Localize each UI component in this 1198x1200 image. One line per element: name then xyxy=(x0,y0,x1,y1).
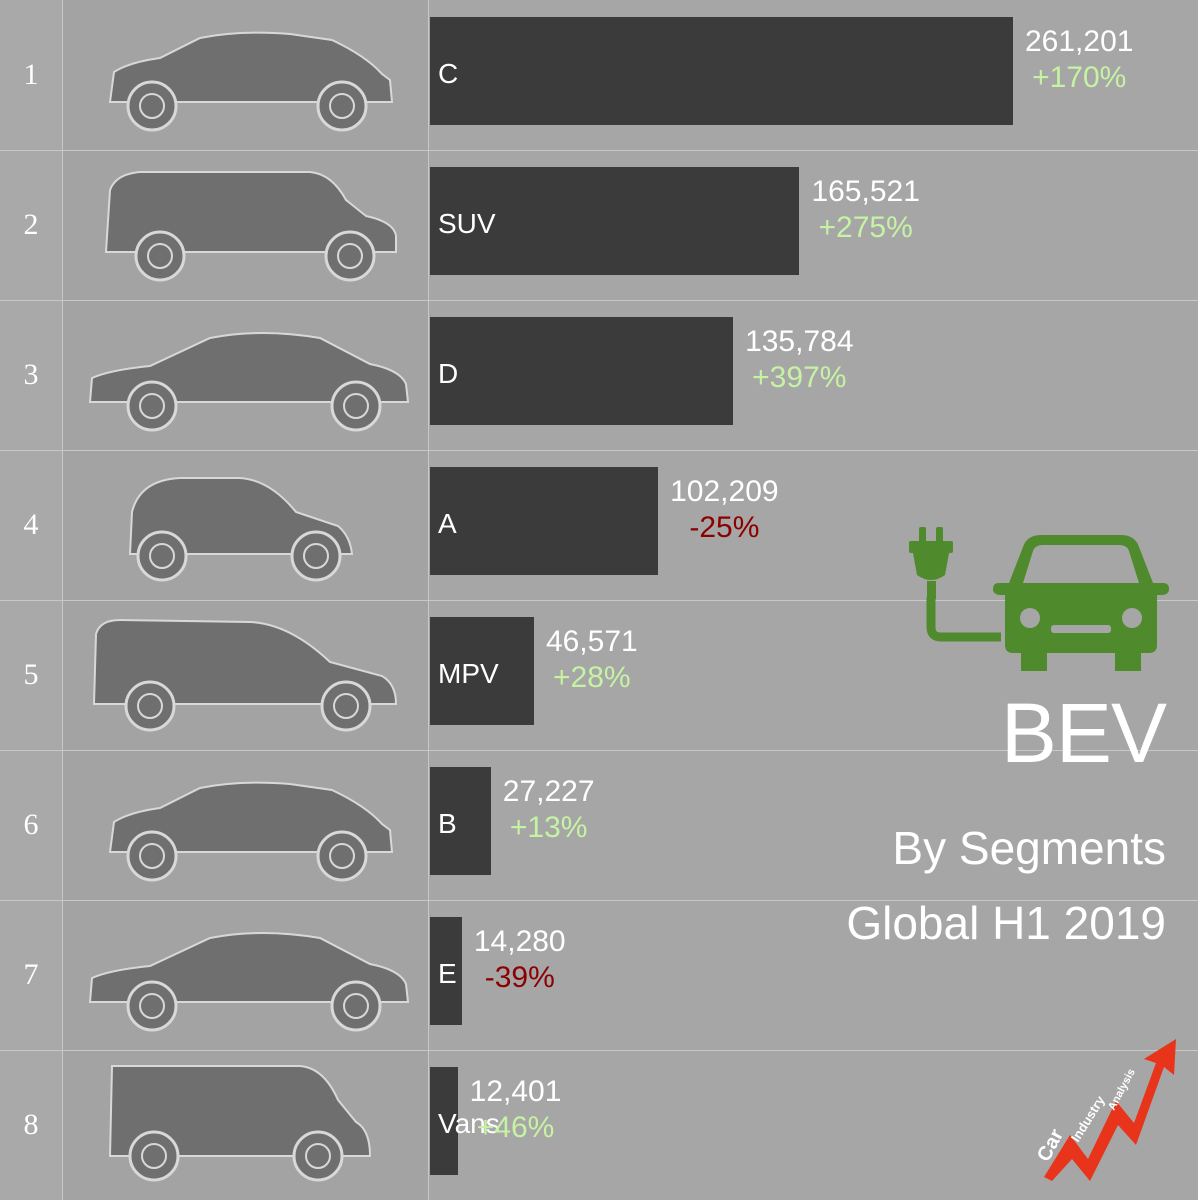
bar-a xyxy=(430,467,659,575)
data-label-growth: +275% xyxy=(818,211,913,244)
row-divider xyxy=(0,150,1198,151)
rank-label: 3 xyxy=(23,358,39,391)
value-label-group: 46,571 +28% xyxy=(546,624,638,696)
segment-label: Vans xyxy=(438,1108,500,1139)
car-silhouette-icon xyxy=(88,332,410,432)
rank-label: 1 xyxy=(23,58,39,91)
segment-label: E xyxy=(438,958,457,989)
data-label-growth: -25% xyxy=(689,511,760,544)
brand-text-analysis: Analysis xyxy=(1106,1067,1138,1113)
bar-vans xyxy=(430,1067,458,1175)
row-divider xyxy=(0,750,1198,751)
value-label-group: 165,521 +275% xyxy=(811,174,919,246)
rank-label: 4 xyxy=(23,508,39,541)
data-label-value: 261,201 xyxy=(1025,25,1134,58)
rank-label: 2 xyxy=(23,208,39,241)
rank-label: 5 xyxy=(23,658,39,691)
value-label-group: 261,201 +170% xyxy=(1025,24,1133,96)
chart-title: BEV xyxy=(1000,686,1167,780)
rank-label: 8 xyxy=(23,1108,39,1141)
row-divider xyxy=(0,900,1198,901)
row-divider xyxy=(0,1050,1198,1051)
segment-label: MPV xyxy=(438,658,499,689)
car-silhouette-icon xyxy=(108,781,394,882)
car-industry-analysis-logo: Car Industry Analysis xyxy=(1033,1039,1176,1181)
row-divider xyxy=(0,300,1198,301)
data-label-value: 27,227 xyxy=(502,775,595,808)
value-label-group: 102,209 -25% xyxy=(670,474,778,546)
data-label-value: 12,401 xyxy=(469,1075,562,1108)
chart-subtitle-1: By Segments xyxy=(892,822,1166,874)
bar-d xyxy=(430,317,734,425)
electric-car-plug-icon xyxy=(909,527,1169,671)
segment-label: C xyxy=(438,58,459,89)
data-label-growth: +13% xyxy=(509,811,588,844)
bar-mpv xyxy=(430,617,534,725)
rank-label: 7 xyxy=(23,958,39,991)
bar-e xyxy=(430,917,462,1025)
value-label-group: 27,227 +13% xyxy=(503,774,595,846)
data-label-growth: -39% xyxy=(484,961,555,994)
data-label-growth: +28% xyxy=(553,661,631,694)
car-silhouette-icon xyxy=(108,31,394,132)
car-silhouette-icon xyxy=(88,932,410,1032)
data-label-value: 102,209 xyxy=(670,475,779,508)
data-label-value: 165,521 xyxy=(811,175,920,208)
data-label-value: 135,784 xyxy=(745,325,854,358)
segment-label: SUV xyxy=(438,208,496,239)
segment-label: B xyxy=(438,808,457,839)
data-label-growth: +46% xyxy=(476,1111,555,1144)
row-divider xyxy=(0,600,1198,601)
data-label-value: 14,280 xyxy=(473,925,566,958)
value-label-group: 14,280 -39% xyxy=(474,924,566,996)
value-label-group: 135,784 +397% xyxy=(745,324,853,396)
value-label-group: 12,401 +46% xyxy=(470,1074,562,1146)
bar-c xyxy=(430,17,1013,125)
segment-label: D xyxy=(438,358,459,389)
rank-label: 6 xyxy=(23,808,39,841)
car-silhouette-icon xyxy=(104,171,397,282)
car-silhouette-icon xyxy=(108,1065,372,1182)
row-divider xyxy=(0,450,1198,451)
chart-subtitle-2: Global H1 2019 xyxy=(846,897,1166,949)
segment-label: A xyxy=(438,508,457,539)
data-label-growth: +170% xyxy=(1032,61,1127,94)
data-label-growth: +397% xyxy=(752,361,847,394)
car-silhouette-icon xyxy=(128,477,354,582)
data-label-value: 46,571 xyxy=(545,625,638,658)
bar-suv xyxy=(430,167,800,275)
car-silhouette-icon xyxy=(92,618,398,732)
bar-b xyxy=(430,767,491,875)
